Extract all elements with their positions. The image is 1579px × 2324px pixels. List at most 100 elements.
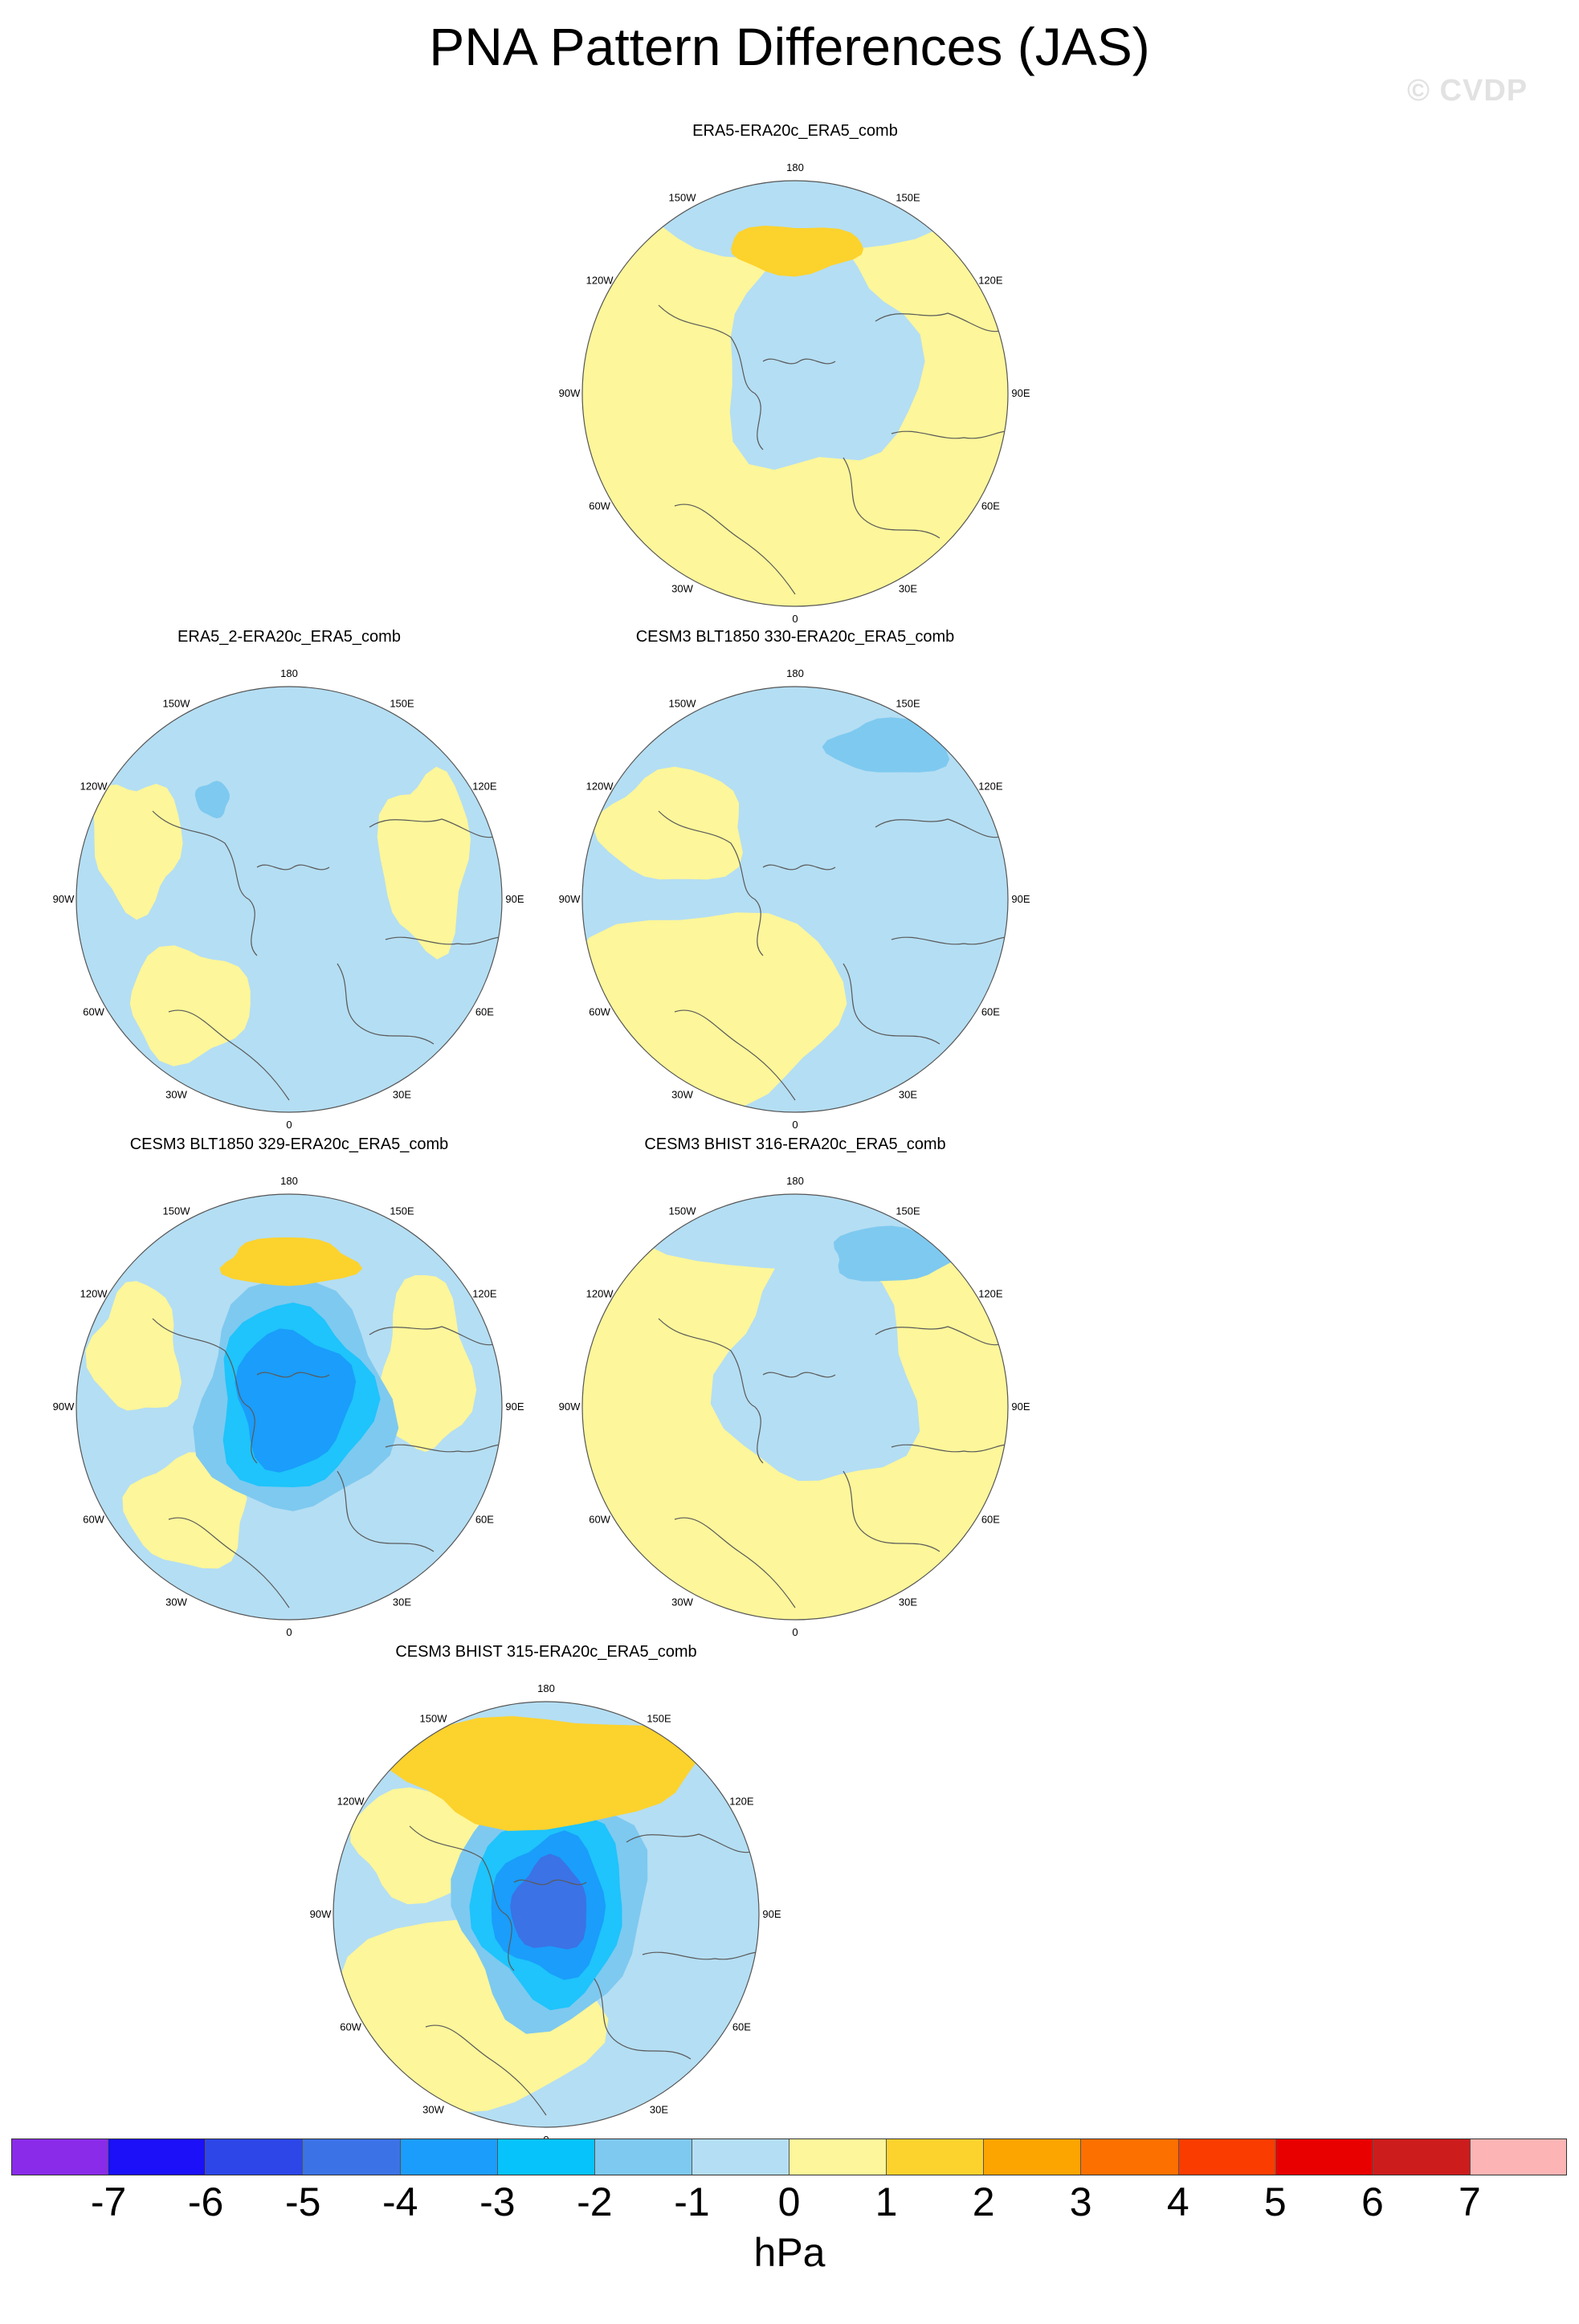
- coastlines: [409, 1825, 759, 2116]
- longitude-label: 0: [286, 1119, 292, 1131]
- coastlines: [658, 810, 1008, 1101]
- longitude-label: 30E: [899, 1596, 917, 1608]
- longitude-label: 180: [786, 667, 804, 679]
- longitude-label: 90W: [559, 387, 581, 399]
- map-panel: CESM3 BHIST 315-ERA20c_ERA5_comb 180 150E 1…: [305, 1641, 787, 2155]
- colorbar-tick-label: 0: [777, 2179, 801, 2224]
- longitude-label: 0: [792, 1626, 798, 1638]
- longitude-label: 60W: [83, 1514, 104, 1526]
- longitude-label: 150W: [669, 698, 697, 710]
- figure-title: PNA Pattern Differences (JAS): [429, 17, 1150, 76]
- negative-contour: [510, 1853, 587, 1950]
- colorbar-swatch: [11, 2138, 109, 2175]
- colorbar-tick-label: 6: [1361, 2179, 1384, 2224]
- longitude-label: 150W: [163, 1205, 191, 1217]
- longitude-label: 30W: [671, 582, 693, 594]
- longitude-label: 90E: [762, 1908, 781, 1920]
- colorbar-swatch: [303, 2138, 401, 2175]
- coastlines: [152, 1318, 502, 1608]
- polar-map: 180 150E 120E 90E 60E 30E 0 30W 60W 90W 120W 150W: [559, 161, 1030, 625]
- map-boundary: [581, 180, 1009, 607]
- colorbar-swatch: [790, 2138, 887, 2175]
- longitude-label: 60E: [475, 1006, 494, 1018]
- longitude-label: 120E: [472, 781, 497, 793]
- panel-title: ERA5-ERA20c_ERA5_comb: [692, 122, 898, 140]
- colorbar-tick-label: -3: [479, 2179, 516, 2224]
- colorbar-tick-label: -4: [382, 2179, 418, 2224]
- longitude-label: 180: [280, 1175, 298, 1187]
- longitude-label: 90W: [310, 1908, 332, 1920]
- map-boundary: [75, 1193, 503, 1621]
- colorbar-swatch: [984, 2138, 1082, 2175]
- colorbar-swatch: [1275, 2138, 1373, 2175]
- positive-contour: [389, 1716, 700, 1831]
- colorbar-tick-label: -6: [187, 2179, 224, 2224]
- colorbar-swatch: [206, 2138, 304, 2175]
- longitude-label: 60W: [589, 500, 610, 512]
- longitude-label: 30W: [165, 1088, 187, 1100]
- negative-contour: [822, 717, 950, 773]
- colorbar-tick-label: -1: [674, 2179, 710, 2224]
- longitude-label: 120W: [586, 1288, 614, 1300]
- positive-region: [377, 1275, 477, 1452]
- longitude-label: 180: [786, 161, 804, 173]
- longitude-label: 30W: [671, 1088, 693, 1100]
- colorbar-tick-label: 1: [875, 2179, 898, 2224]
- longitude-label: 150E: [896, 1205, 920, 1217]
- positive-region: [377, 766, 471, 960]
- panel-title: CESM3 BLT1850 330-ERA20c_ERA5_comb: [635, 628, 955, 646]
- longitude-label: 150W: [420, 1713, 448, 1725]
- longitude-label: 30E: [899, 582, 917, 594]
- longitude-label: 90W: [559, 893, 581, 905]
- polar-map: 180 150E 120E 90E 60E 30E 0 30W 60W 90W 120W 150W: [53, 1175, 524, 1638]
- coastlines: [658, 1318, 1008, 1608]
- map-boundary: [75, 686, 503, 1113]
- longitude-label: 90W: [53, 1401, 75, 1413]
- longitude-label: 120W: [80, 781, 108, 793]
- colorbar-tick-label: 4: [1166, 2179, 1189, 2224]
- map-panel: CESM3 BHIST 316-ERA20c_ERA5_comb 180 150E 1…: [554, 1134, 1036, 1648]
- longitude-label: 60E: [475, 1514, 494, 1526]
- longitude-label: 90E: [1011, 1401, 1030, 1413]
- map-boundary: [581, 686, 1009, 1113]
- map-panel: ERA5_2-ERA20c_ERA5_comb 180 150E 120E 90E 60E…: [48, 626, 530, 1140]
- colorbar-tick-label: 5: [1263, 2179, 1287, 2224]
- longitude-label: 180: [786, 1175, 804, 1187]
- positive-region: [593, 766, 743, 880]
- colorbar-tick-label: 2: [972, 2179, 995, 2224]
- longitude-label: 30E: [393, 1596, 411, 1608]
- colorbar-swatch: [1081, 2138, 1179, 2175]
- longitude-label: 60E: [981, 1006, 1000, 1018]
- longitude-label: 90E: [505, 1401, 524, 1413]
- colorbar-tick-label: -7: [90, 2179, 127, 2224]
- cvdp-credit: © CVDP: [1407, 74, 1528, 108]
- longitude-label: 150E: [896, 192, 920, 204]
- longitude-label: 180: [280, 667, 298, 679]
- longitude-label: 120W: [586, 781, 614, 793]
- longitude-label: 120E: [729, 1796, 754, 1808]
- longitude-label: 0: [792, 613, 798, 625]
- longitude-label: 90W: [559, 1401, 581, 1413]
- polar-map: 180 150E 120E 90E 60E 30E 0 30W 60W 90W 120W 150W: [559, 667, 1030, 1131]
- colorbar-tick-label: 3: [1069, 2179, 1092, 2224]
- colorbar-swatch: [1373, 2138, 1471, 2175]
- colorbar-swatch: [400, 2138, 498, 2175]
- colorbar-tick-label: -5: [284, 2179, 321, 2224]
- longitude-label: 0: [792, 1119, 798, 1131]
- panel-title: CESM3 BHIST 316-ERA20c_ERA5_comb: [644, 1135, 946, 1153]
- longitude-label: 120W: [337, 1796, 365, 1808]
- longitude-label: 90W: [53, 893, 75, 905]
- map-panel: ERA5-ERA20c_ERA5_comb 180 150E 120E 90E 60E 30…: [554, 120, 1036, 634]
- longitude-label: 180: [537, 1682, 555, 1694]
- colorbar-tick-label: -2: [577, 2179, 613, 2224]
- colorbar-swatch: [497, 2138, 595, 2175]
- longitude-label: 60W: [340, 2021, 361, 2033]
- colorbar-swatch: [594, 2138, 692, 2175]
- longitude-label: 90E: [1011, 893, 1030, 905]
- longitude-label: 120E: [978, 275, 1003, 287]
- longitude-label: 120E: [978, 781, 1003, 793]
- negative-contour: [235, 1328, 357, 1473]
- longitude-label: 30E: [899, 1088, 917, 1100]
- longitude-label: 120W: [586, 275, 614, 287]
- longitude-label: 30W: [422, 2103, 444, 2115]
